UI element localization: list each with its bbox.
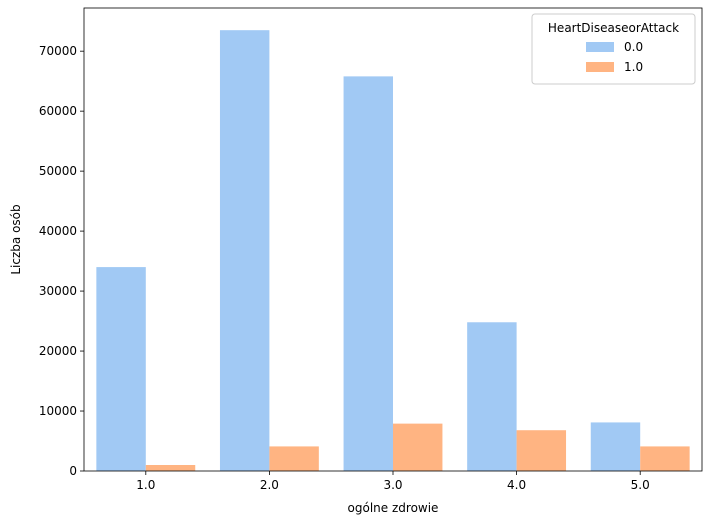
y-tick-label: 0 [69, 464, 77, 478]
y-tick-label: 40000 [39, 224, 77, 238]
x-tick-label: 5.0 [631, 478, 650, 492]
x-tick-label: 4.0 [507, 478, 526, 492]
y-tick-label: 20000 [39, 344, 77, 358]
x-tick-label: 3.0 [383, 478, 402, 492]
x-tick-label: 2.0 [260, 478, 279, 492]
bar-2.0-series-1.0 [269, 446, 319, 471]
bars-group [96, 30, 690, 471]
legend-label: 1.0 [624, 60, 643, 74]
y-tick-label: 10000 [39, 404, 77, 418]
bar-3.0-series-1.0 [393, 423, 443, 471]
legend-items: 0.01.0 [586, 40, 643, 74]
legend-swatch [586, 62, 614, 72]
legend: HeartDiseaseorAttack 0.01.0 [531, 13, 696, 85]
y-axis-ticks: 0 10000 20000 30000 40000 50000 60000 70000 [39, 44, 84, 478]
legend-swatch [586, 42, 614, 52]
y-axis-label: Liczba osób [9, 204, 23, 274]
y-tick-label: 50000 [39, 164, 77, 178]
bar-1.0-series-0.0 [96, 267, 146, 471]
bar-3.0-series-0.0 [343, 76, 393, 471]
bar-4.0-series-1.0 [516, 430, 567, 471]
bar-5.0-series-1.0 [640, 446, 690, 471]
bar-4.0-series-0.0 [467, 322, 517, 471]
x-axis-label: ogólne zdrowie [348, 501, 439, 515]
y-tick-label: 60000 [39, 104, 77, 118]
bar-5.0-series-0.0 [590, 422, 641, 471]
bar-2.0-series-0.0 [219, 30, 270, 471]
y-tick-label: 30000 [39, 284, 77, 298]
legend-label: 0.0 [624, 40, 643, 54]
x-axis-ticks: 1.0 2.0 3.0 4.0 5.0 [136, 471, 650, 492]
y-tick-label: 70000 [39, 44, 77, 58]
x-tick-label: 1.0 [136, 478, 155, 492]
bar-1.0-series-1.0 [145, 465, 196, 471]
legend-title: HeartDiseaseorAttack [548, 21, 679, 35]
